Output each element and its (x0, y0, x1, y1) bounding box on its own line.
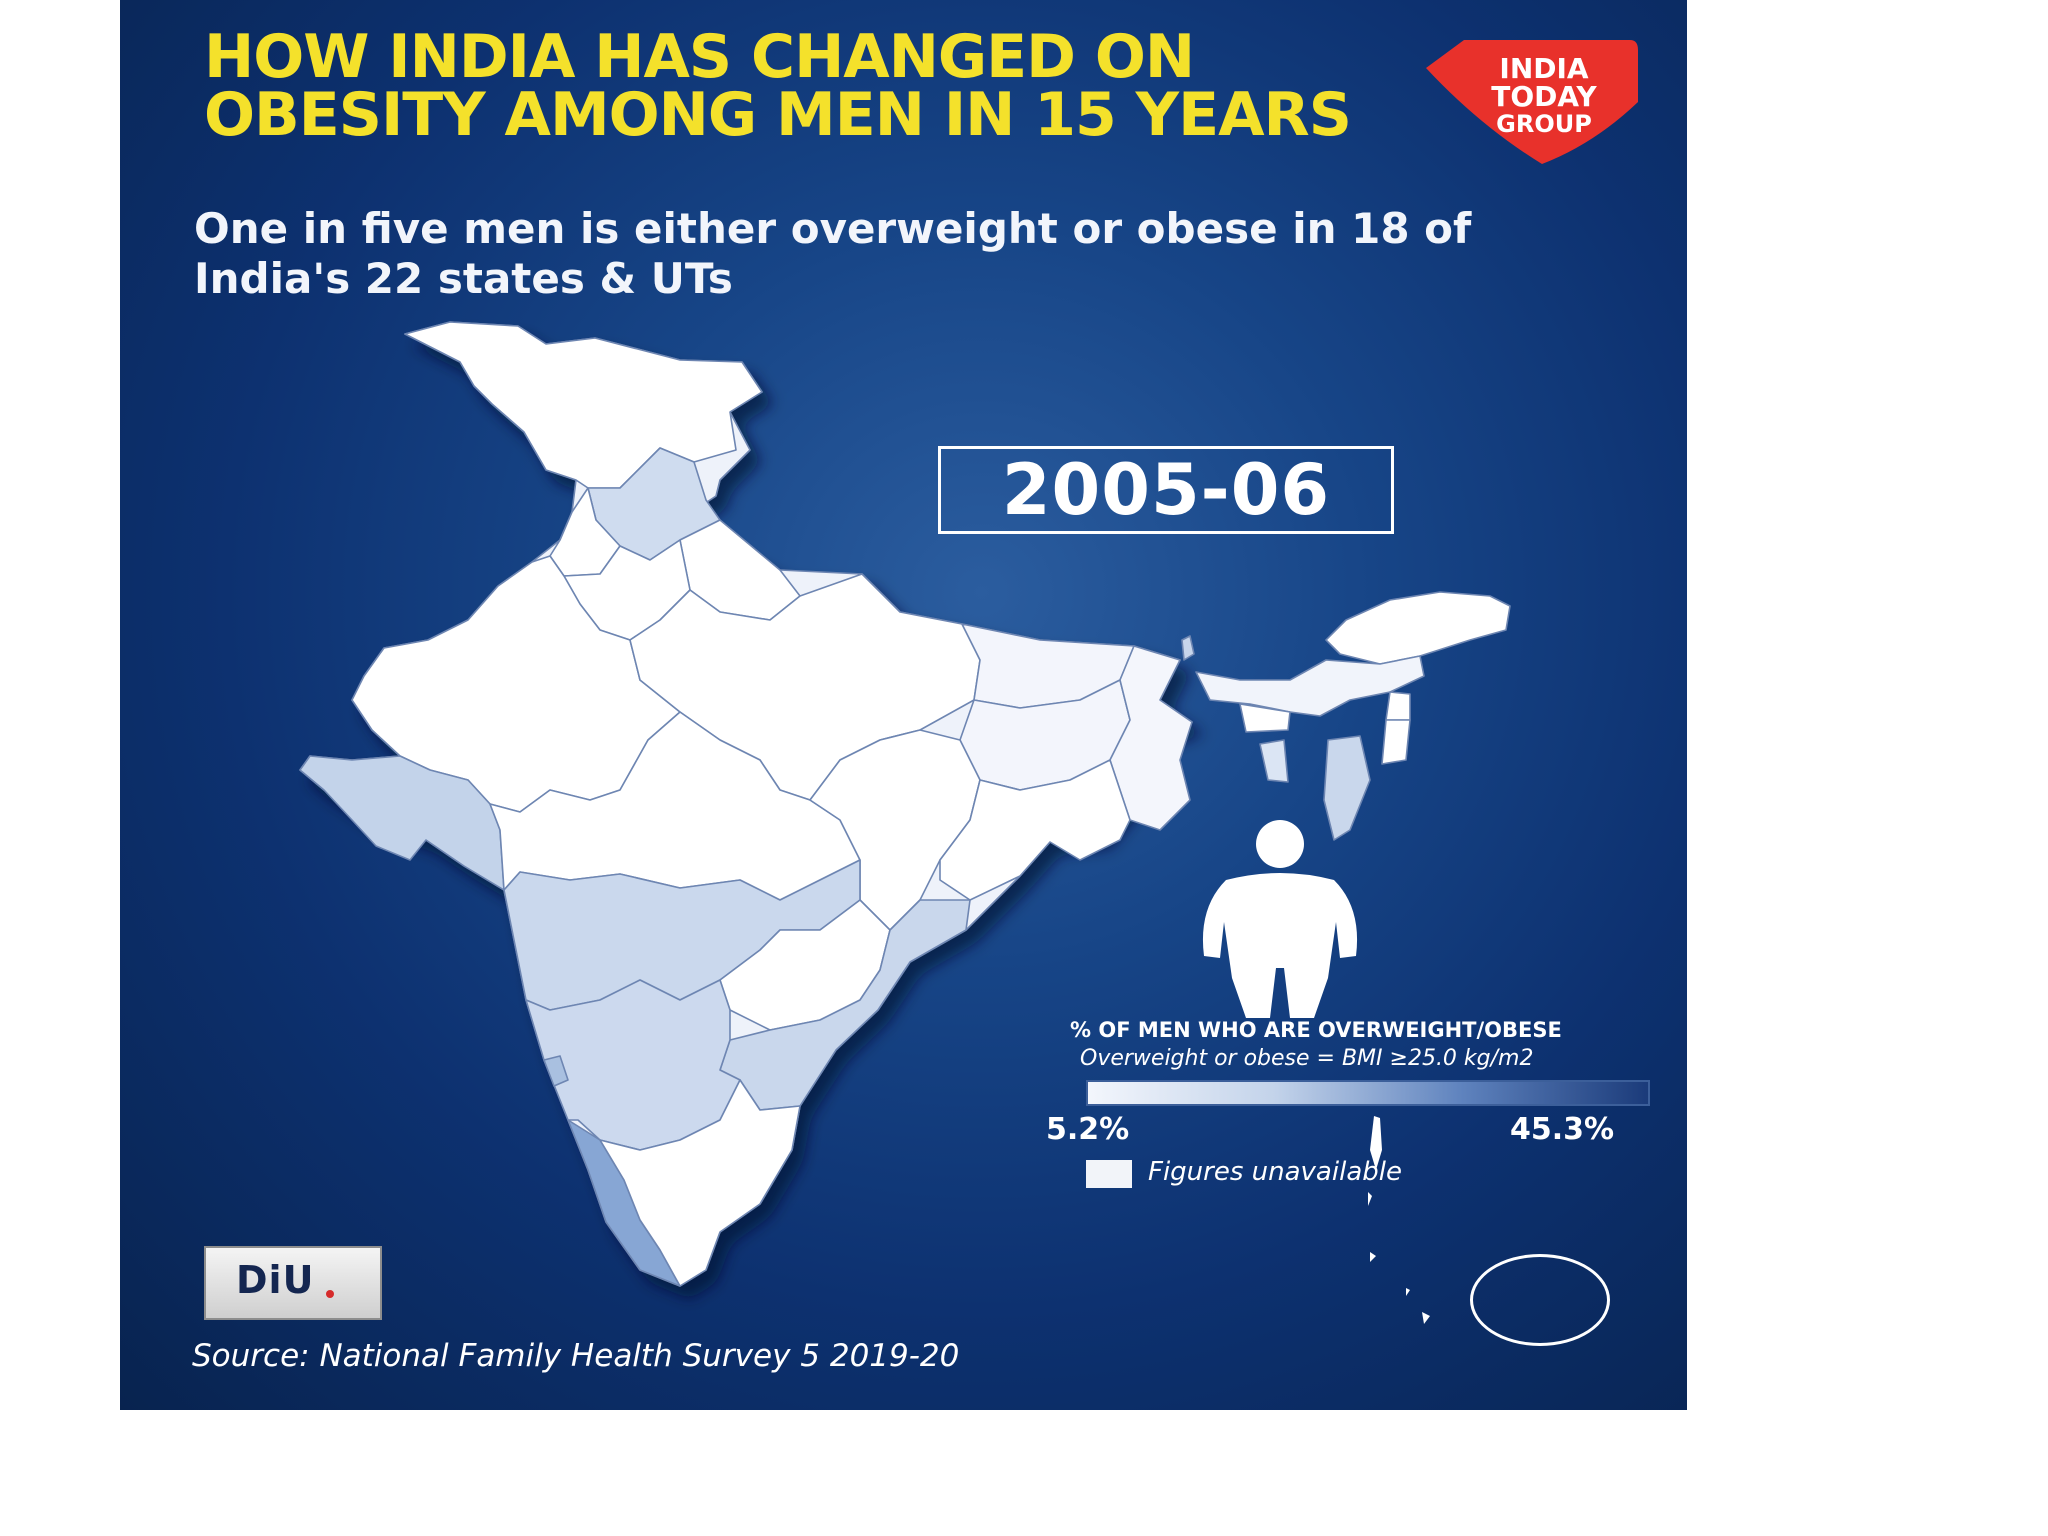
legend: % OF MEN WHO ARE OVERWEIGHT/OBESE Overwe… (920, 1012, 1650, 1212)
legend-title: % OF MEN WHO ARE OVERWEIGHT/OBESE (1070, 1018, 1562, 1042)
state-goa (543, 1055, 569, 1087)
legend-max-label: 45.3% (1510, 1112, 1615, 1147)
logo-line-3: GROUP (1496, 110, 1592, 138)
headline: HOW INDIA HAS CHANGED ON OBESITY AMONG M… (204, 22, 1352, 150)
state-chhattisgarh (809, 729, 981, 931)
source-note: Source: National Family Health Survey 5 … (192, 1338, 960, 1374)
subtitle: One in five men is either overweight or … (194, 204, 1472, 303)
ring-shape (1470, 1254, 1610, 1346)
state-manipur (1381, 719, 1411, 765)
infographic-panel: HOW INDIA HAS CHANGED ON OBESITY AMONG M… (120, 0, 1687, 1410)
state-meghalaya (1239, 703, 1291, 733)
nicobar-island-3 (1406, 1288, 1410, 1296)
state-assam (1195, 655, 1425, 717)
diu-badge: DiU (204, 1246, 382, 1320)
state-mizoram (1323, 735, 1371, 841)
state-karnataka (525, 979, 741, 1151)
logo-line-2: TODAY (1491, 80, 1597, 113)
year-label: 2005-06 (938, 446, 1394, 534)
andaman-islands (1370, 1116, 1382, 1170)
logo-line-1: INDIA (1499, 52, 1589, 85)
state-odisha (939, 759, 1131, 901)
diu-badge-text: DiU (236, 1258, 315, 1302)
nicobar-island-4 (1422, 1312, 1430, 1324)
state-tripura (1259, 739, 1289, 783)
overweight-man-icon (1202, 820, 1358, 1018)
state-nagaland (1385, 691, 1411, 721)
nicobar-island-2 (1370, 1252, 1376, 1262)
diu-red-dot-icon (326, 1290, 334, 1298)
logo-shield-icon (1426, 40, 1638, 164)
state-tamil-nadu (599, 1079, 801, 1287)
legend-unavailable-label: Figures unavailable (1148, 1157, 1402, 1187)
state-arunachal-pradesh (1325, 591, 1511, 665)
legend-min-label: 5.2% (1046, 1112, 1130, 1147)
india-today-group-logo: INDIA TODAY GROUP (1426, 40, 1638, 164)
legend-note: Overweight or obese = BMI ≥25.0 kg/m2 (1080, 1046, 1534, 1071)
legend-color-scale (1086, 1080, 1650, 1106)
india-map (299, 321, 1511, 1324)
legend-unavailable-swatch (1086, 1160, 1132, 1188)
nicobar-island-1 (1368, 1192, 1372, 1206)
state-west-bengal (1109, 645, 1193, 831)
state-sikkim (1181, 635, 1195, 661)
